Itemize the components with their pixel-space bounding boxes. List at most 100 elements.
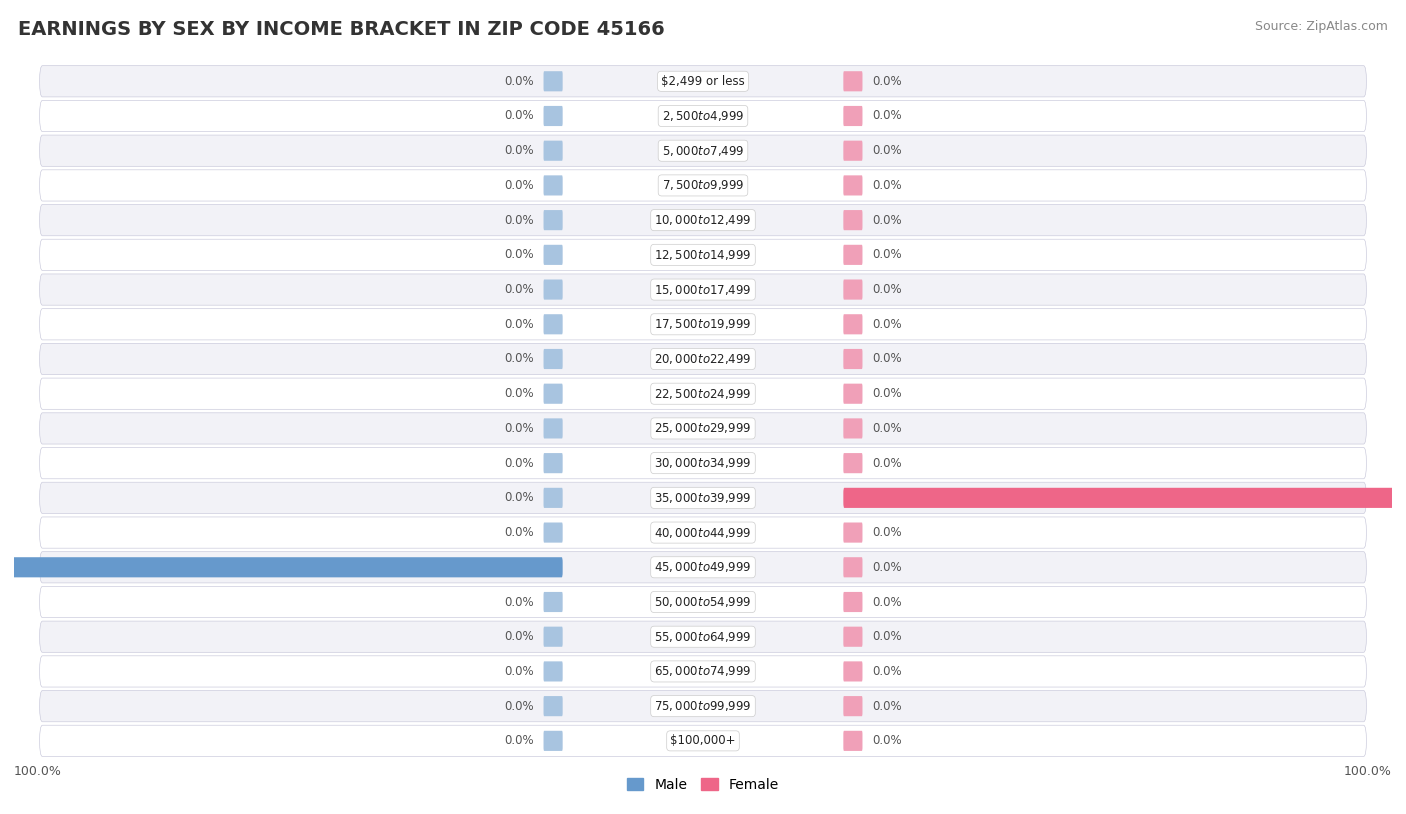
FancyBboxPatch shape <box>844 661 862 681</box>
Text: $22,500 to $24,999: $22,500 to $24,999 <box>654 387 752 400</box>
FancyBboxPatch shape <box>844 592 862 612</box>
Text: $2,499 or less: $2,499 or less <box>661 75 745 88</box>
FancyBboxPatch shape <box>39 448 1367 479</box>
Text: 0.0%: 0.0% <box>505 734 534 747</box>
FancyBboxPatch shape <box>844 418 862 439</box>
FancyBboxPatch shape <box>39 621 1367 652</box>
Text: 0.0%: 0.0% <box>505 630 534 643</box>
Text: $45,000 to $49,999: $45,000 to $49,999 <box>654 560 752 575</box>
Text: $5,000 to $7,499: $5,000 to $7,499 <box>662 144 744 158</box>
FancyBboxPatch shape <box>544 71 562 91</box>
FancyBboxPatch shape <box>544 349 562 369</box>
Text: 0.0%: 0.0% <box>872 457 901 470</box>
Text: 0.0%: 0.0% <box>505 213 534 226</box>
Text: 0.0%: 0.0% <box>505 700 534 712</box>
FancyBboxPatch shape <box>544 592 562 612</box>
Text: 0.0%: 0.0% <box>872 387 901 400</box>
FancyBboxPatch shape <box>844 210 862 230</box>
Text: 100.0%: 100.0% <box>1344 765 1392 778</box>
Text: 0.0%: 0.0% <box>872 317 901 330</box>
FancyBboxPatch shape <box>39 170 1367 201</box>
FancyBboxPatch shape <box>844 106 862 126</box>
FancyBboxPatch shape <box>544 141 562 161</box>
FancyBboxPatch shape <box>544 731 562 751</box>
FancyBboxPatch shape <box>544 523 562 543</box>
FancyBboxPatch shape <box>39 656 1367 687</box>
Text: $75,000 to $99,999: $75,000 to $99,999 <box>654 699 752 713</box>
Text: EARNINGS BY SEX BY INCOME BRACKET IN ZIP CODE 45166: EARNINGS BY SEX BY INCOME BRACKET IN ZIP… <box>18 20 665 39</box>
Text: Source: ZipAtlas.com: Source: ZipAtlas.com <box>1254 20 1388 33</box>
Text: 0.0%: 0.0% <box>505 526 534 539</box>
Text: $30,000 to $34,999: $30,000 to $34,999 <box>654 456 752 470</box>
Text: 0.0%: 0.0% <box>872 213 901 226</box>
FancyBboxPatch shape <box>544 279 562 300</box>
Text: 0.0%: 0.0% <box>505 352 534 365</box>
FancyBboxPatch shape <box>39 586 1367 618</box>
Text: 0.0%: 0.0% <box>505 422 534 435</box>
Text: $12,500 to $14,999: $12,500 to $14,999 <box>654 247 752 262</box>
Text: 0.0%: 0.0% <box>505 179 534 192</box>
FancyBboxPatch shape <box>844 696 862 716</box>
FancyBboxPatch shape <box>39 690 1367 722</box>
FancyBboxPatch shape <box>844 71 862 91</box>
FancyBboxPatch shape <box>844 141 862 161</box>
Text: 0.0%: 0.0% <box>505 144 534 157</box>
Text: 0.0%: 0.0% <box>872 665 901 678</box>
FancyBboxPatch shape <box>544 661 562 681</box>
Text: 0.0%: 0.0% <box>872 630 901 643</box>
Text: 0.0%: 0.0% <box>505 665 534 678</box>
FancyBboxPatch shape <box>39 274 1367 305</box>
FancyBboxPatch shape <box>544 383 562 404</box>
Text: 0.0%: 0.0% <box>872 561 901 574</box>
Text: $25,000 to $29,999: $25,000 to $29,999 <box>654 422 752 435</box>
Text: $100,000+: $100,000+ <box>671 734 735 747</box>
FancyBboxPatch shape <box>844 349 862 369</box>
Text: 0.0%: 0.0% <box>505 248 534 261</box>
Text: 0.0%: 0.0% <box>872 352 901 365</box>
Text: $17,500 to $19,999: $17,500 to $19,999 <box>654 317 752 331</box>
FancyBboxPatch shape <box>39 725 1367 756</box>
Text: 0.0%: 0.0% <box>872 734 901 747</box>
FancyBboxPatch shape <box>39 482 1367 514</box>
FancyBboxPatch shape <box>39 378 1367 409</box>
FancyBboxPatch shape <box>39 344 1367 374</box>
FancyBboxPatch shape <box>544 106 562 126</box>
FancyBboxPatch shape <box>39 239 1367 270</box>
Text: 0.0%: 0.0% <box>505 283 534 296</box>
Text: $40,000 to $44,999: $40,000 to $44,999 <box>654 526 752 540</box>
FancyBboxPatch shape <box>844 314 862 335</box>
FancyBboxPatch shape <box>39 309 1367 340</box>
Text: $65,000 to $74,999: $65,000 to $74,999 <box>654 664 752 678</box>
Text: $2,500 to $4,999: $2,500 to $4,999 <box>662 109 744 123</box>
FancyBboxPatch shape <box>844 731 862 751</box>
FancyBboxPatch shape <box>844 279 862 300</box>
FancyBboxPatch shape <box>39 135 1367 166</box>
FancyBboxPatch shape <box>844 245 862 265</box>
Text: $35,000 to $39,999: $35,000 to $39,999 <box>654 491 752 505</box>
Text: 0.0%: 0.0% <box>872 248 901 261</box>
FancyBboxPatch shape <box>544 488 562 508</box>
FancyBboxPatch shape <box>844 558 862 577</box>
Text: 0.0%: 0.0% <box>505 387 534 400</box>
FancyBboxPatch shape <box>544 453 562 473</box>
Text: $10,000 to $12,499: $10,000 to $12,499 <box>654 213 752 227</box>
FancyBboxPatch shape <box>844 523 862 543</box>
FancyBboxPatch shape <box>39 66 1367 97</box>
FancyBboxPatch shape <box>39 552 1367 583</box>
FancyBboxPatch shape <box>544 210 562 230</box>
Text: 0.0%: 0.0% <box>505 457 534 470</box>
Text: 0.0%: 0.0% <box>872 700 901 712</box>
Text: 100.0%: 100.0% <box>14 765 62 778</box>
Text: 0.0%: 0.0% <box>872 144 901 157</box>
FancyBboxPatch shape <box>844 627 862 647</box>
FancyBboxPatch shape <box>844 453 862 473</box>
FancyBboxPatch shape <box>39 100 1367 132</box>
Text: $15,000 to $17,499: $15,000 to $17,499 <box>654 282 752 296</box>
FancyBboxPatch shape <box>39 517 1367 548</box>
Text: 0.0%: 0.0% <box>872 110 901 122</box>
FancyBboxPatch shape <box>844 175 862 195</box>
Text: $50,000 to $54,999: $50,000 to $54,999 <box>654 595 752 609</box>
Text: 0.0%: 0.0% <box>872 283 901 296</box>
Text: 0.0%: 0.0% <box>505 75 534 88</box>
FancyBboxPatch shape <box>544 314 562 335</box>
